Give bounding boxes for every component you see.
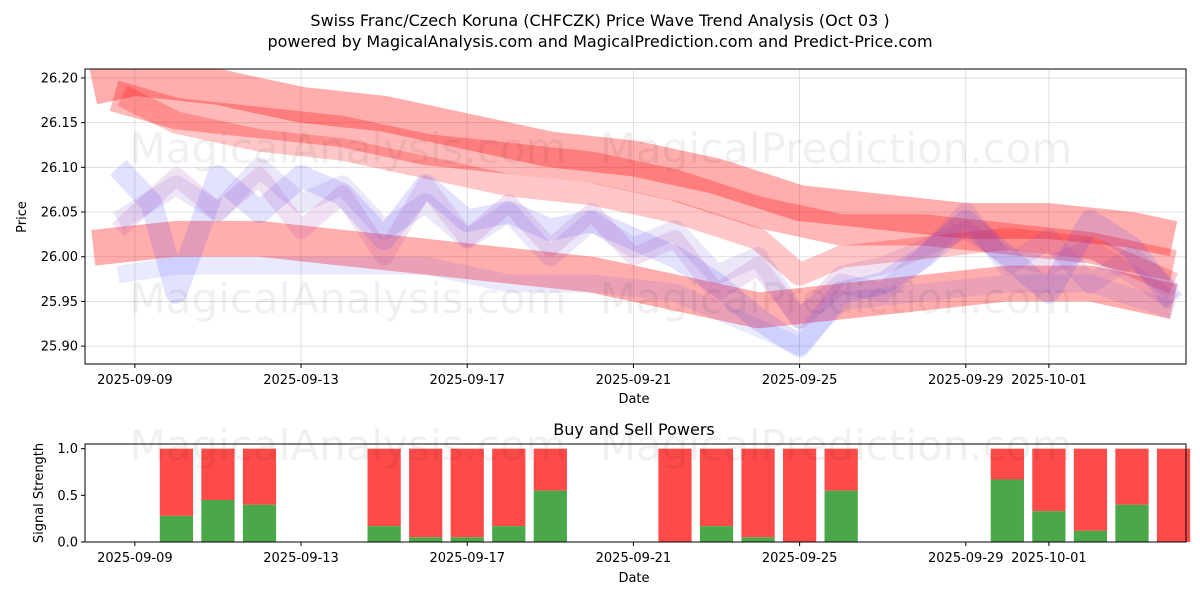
buy-bar <box>699 526 734 542</box>
series-red-band-upper <box>89 69 1178 257</box>
series-blue-wave-2 <box>113 157 1180 330</box>
signal-y-tick-label: 1.0 <box>57 442 78 457</box>
price-x-tick-label: 2025-09-13 <box>263 373 339 388</box>
signal-x-tick-label: 2025-09-25 <box>762 551 838 566</box>
price-panel: MagicalAnalysis.com MagicalPrediction.co… <box>15 68 1187 407</box>
price-x-tick-label: 2025-09-29 <box>928 373 1004 388</box>
watermark-top-left: MagicalAnalysis.com <box>130 124 567 173</box>
signal-x-tick-label: 2025-09-09 <box>97 551 173 566</box>
price-axes-frame <box>84 68 1187 365</box>
figure-title-line2: powered by MagicalAnalysis.com and Magic… <box>267 32 932 51</box>
watermark-mid-left: MagicalAnalysis.com <box>130 274 567 323</box>
signal-panel: Buy and Sell Powers MagicalAnalysis.com … <box>32 420 1191 586</box>
signal-y-tick-label: 0.0 <box>57 536 78 551</box>
price-x-ticks: 2025-09-09 2025-09-13 2025-09-17 2025-09-21… <box>97 364 1087 388</box>
price-y-tick-label: 26.00 <box>41 250 78 265</box>
signal-x-tick-label: 2025-09-29 <box>928 551 1004 566</box>
signal-x-ticks: 2025-09-09 2025-09-13 2025-09-17 2025-09-21… <box>97 542 1087 566</box>
buy-bar <box>1032 511 1066 542</box>
watermark-bottom-right: MagicalPrediction.com <box>600 421 1073 470</box>
price-y-tick-label: 25.90 <box>41 340 78 355</box>
price-series-group <box>89 69 1183 358</box>
buy-bar <box>990 479 1024 542</box>
sell-bar <box>242 448 277 505</box>
figure-title-line1: Swiss Franc/Czech Koruna (CHFCZK) Price … <box>310 11 889 30</box>
sell-bar <box>741 448 775 538</box>
buy-bar <box>201 500 235 542</box>
sell-bar <box>201 448 235 500</box>
sell-bar <box>824 448 858 491</box>
series-blue-wave-1 <box>110 159 1183 358</box>
price-y-tick-label: 26.20 <box>41 71 78 86</box>
sell-bar <box>450 448 484 538</box>
buy-bar <box>159 515 194 542</box>
signal-y-ticks: 0.0 0.5 1.0 <box>57 442 85 551</box>
buy-bar <box>824 490 858 542</box>
buy-bar <box>242 504 277 542</box>
series-red-band-upper-2 <box>109 80 1177 281</box>
price-x-tick-label: 2025-09-17 <box>429 373 505 388</box>
price-y-axis-label: Price <box>15 201 30 233</box>
sell-bar <box>533 448 567 491</box>
buy-bar <box>741 537 775 542</box>
signal-y-tick-label: 0.5 <box>57 489 78 504</box>
buy-bar <box>1115 504 1149 542</box>
sell-bar <box>1115 448 1149 505</box>
series-red-band-lower <box>91 220 1178 329</box>
signal-x-tick-label: 2025-10-01 <box>1011 551 1087 566</box>
signal-x-tick-label: 2025-09-17 <box>429 551 505 566</box>
sell-bar <box>159 448 194 516</box>
price-y-tick-label: 26.15 <box>41 116 78 131</box>
buy-bar <box>367 526 401 542</box>
watermark-mid-right: MagicalPrediction.com <box>600 274 1073 323</box>
buy-bar <box>409 537 443 542</box>
price-grid <box>85 69 1186 364</box>
price-y-tick-label: 26.05 <box>41 206 78 221</box>
sell-bar <box>492 448 526 527</box>
watermark-bottom-left: MagicalAnalysis.com <box>130 421 567 470</box>
series-purple-mix <box>112 167 1179 329</box>
series-red-band-mid <box>117 85 1178 294</box>
sell-bar <box>367 448 401 527</box>
signal-x-tick-label: 2025-09-13 <box>263 551 339 566</box>
price-x-tick-label: 2025-09-21 <box>596 373 672 388</box>
series-blue-wave-3 <box>116 256 1177 356</box>
signal-x-axis-label: Date <box>618 571 649 586</box>
signal-bars <box>159 448 1191 542</box>
price-x-tick-label: 2025-10-01 <box>1011 373 1087 388</box>
sell-bar <box>990 448 1024 480</box>
sell-bar <box>1156 448 1191 542</box>
price-y-ticks: 25.90 25.95 26.00 26.05 26.10 26.15 26.20 <box>41 71 85 355</box>
price-x-tick-label: 2025-09-09 <box>97 373 173 388</box>
price-y-tick-label: 25.95 <box>41 295 78 310</box>
price-x-tick-label: 2025-09-25 <box>762 373 838 388</box>
signal-axes-frame <box>84 443 1187 543</box>
sell-bar <box>409 448 443 538</box>
sell-bar <box>658 448 692 542</box>
signal-panel-title: Buy and Sell Powers <box>553 420 715 439</box>
signal-x-tick-label: 2025-09-21 <box>596 551 672 566</box>
buy-bar <box>450 537 484 542</box>
price-y-tick-label: 26.10 <box>41 161 78 176</box>
buy-bar <box>1073 530 1108 542</box>
sell-bar <box>782 448 817 542</box>
price-x-axis-label: Date <box>618 392 649 407</box>
sell-bar <box>1073 448 1108 531</box>
buy-bar <box>533 490 567 542</box>
signal-y-axis-label: Signal Strength <box>32 443 47 543</box>
watermark-top-right: MagicalPrediction.com <box>600 124 1073 173</box>
sell-bar <box>699 448 734 527</box>
sell-bar <box>1032 448 1066 512</box>
buy-bar <box>492 526 526 542</box>
